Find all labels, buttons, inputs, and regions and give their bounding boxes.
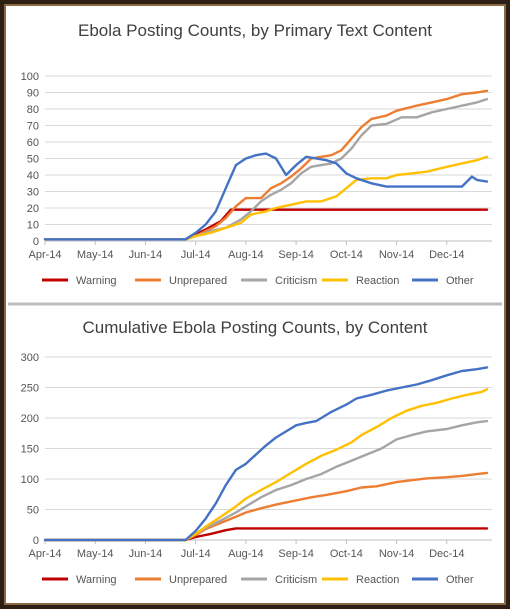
x-tick-label: Aug-14 [228, 249, 263, 261]
chart-title: Cumulative Ebola Posting Counts, by Cont… [83, 318, 428, 337]
legend-label-unprepared: Unprepared [169, 574, 227, 586]
legend-label-warning: Warning [76, 275, 117, 287]
legend-label-unprepared: Unprepared [169, 275, 227, 287]
legend-label-reaction: Reaction [356, 574, 399, 586]
series-line-unprepared [43, 89, 489, 241]
y-tick-label: 10 [27, 220, 39, 232]
series-line-unprepared [43, 471, 489, 542]
x-tick-label: May-14 [77, 548, 114, 560]
x-tick-label: Nov-14 [379, 249, 414, 261]
y-tick-label: 30 [27, 187, 39, 199]
x-tick-label: Aug-14 [228, 548, 263, 560]
x-tick-label: May-14 [77, 249, 114, 261]
series-line-criticism [43, 97, 489, 241]
y-tick-label: 90 [27, 88, 39, 100]
y-tick-label: 250 [21, 383, 39, 395]
y-tick-label: 80 [27, 104, 39, 116]
x-tick-label: Jul-14 [181, 548, 211, 560]
series-line-reaction [43, 155, 489, 241]
legend-label-reaction: Reaction [356, 275, 399, 287]
x-tick-label: Sep-14 [278, 249, 313, 261]
chart-title: Ebola Posting Counts, by Primary Text Co… [78, 21, 432, 40]
y-tick-label: 40 [27, 170, 39, 182]
series-line-reaction [43, 388, 489, 542]
y-tick-label: 0 [33, 236, 39, 248]
legend-label-other: Other [446, 574, 474, 586]
y-tick-label: 100 [21, 474, 39, 486]
legend-label-criticism: Criticism [275, 275, 317, 287]
x-tick-label: Jun-14 [129, 249, 163, 261]
y-tick-label: 100 [21, 71, 39, 83]
x-tick-label: Apr-14 [28, 249, 61, 261]
y-tick-label: 0 [33, 535, 39, 547]
y-tick-label: 150 [21, 444, 39, 456]
y-tick-label: 70 [27, 121, 39, 133]
x-tick-label: Nov-14 [379, 548, 414, 560]
legend-label-other: Other [446, 275, 474, 287]
x-tick-label: Jun-14 [129, 548, 163, 560]
y-tick-label: 200 [21, 413, 39, 425]
legend-label-warning: Warning [76, 574, 117, 586]
y-tick-label: 20 [27, 203, 39, 215]
x-tick-label: Oct-14 [330, 548, 363, 560]
series-line-other [43, 366, 489, 542]
series-line-other [43, 152, 489, 241]
y-tick-label: 50 [27, 505, 39, 517]
y-tick-label: 60 [27, 137, 39, 149]
x-tick-label: Dec-14 [429, 548, 464, 560]
x-tick-label: Apr-14 [28, 548, 61, 560]
legend-label-criticism: Criticism [275, 574, 317, 586]
x-tick-label: Sep-14 [278, 548, 313, 560]
series-line-criticism [43, 419, 489, 542]
x-tick-label: Oct-14 [330, 249, 363, 261]
x-tick-label: Jul-14 [181, 249, 211, 261]
x-tick-label: Dec-14 [429, 249, 464, 261]
y-tick-label: 300 [21, 352, 39, 364]
series-line-warning [43, 527, 489, 542]
y-tick-label: 50 [27, 154, 39, 166]
